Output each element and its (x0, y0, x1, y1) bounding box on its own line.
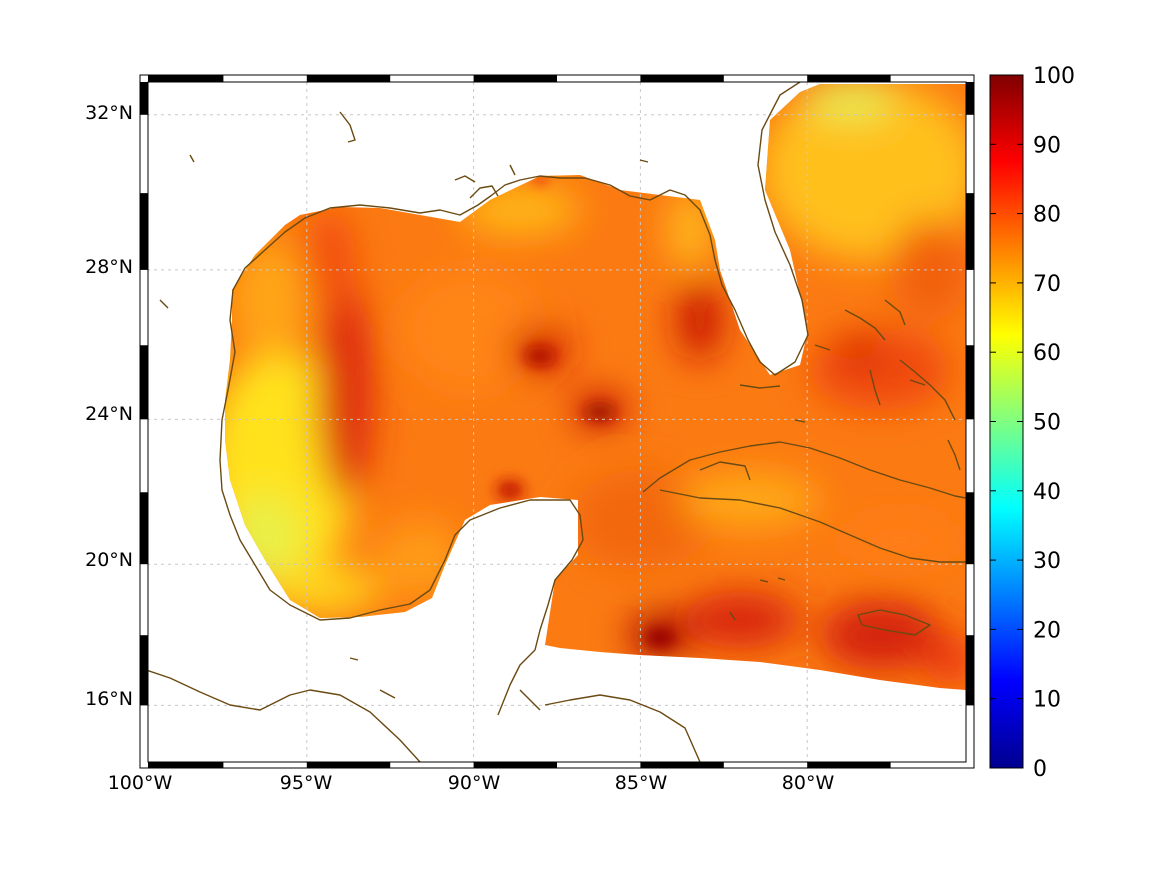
frame-segment (966, 635, 974, 706)
frame-segment (966, 82, 974, 115)
frame-segment (966, 193, 974, 270)
frame-segment (473, 75, 557, 82)
frame-segment (148, 762, 224, 768)
lat-tick-label: 24°N (85, 403, 133, 425)
lat-tick-label: 20°N (85, 549, 133, 571)
lon-tick-label: 95°W (280, 772, 333, 794)
colorbar-label: 20 (1033, 618, 1061, 643)
colorbar-label: 90 (1033, 133, 1061, 158)
colorbar-label: 40 (1033, 480, 1061, 505)
colorbar-label: 30 (1033, 549, 1061, 574)
frame-segment (640, 75, 724, 82)
frame-segment (966, 492, 974, 565)
lat-tick-label: 28°N (85, 256, 133, 278)
lon-tick-label: 85°W (615, 772, 668, 794)
lon-axis-labels: 100°W 95°W 90°W 85°W 80°W (108, 772, 835, 794)
lat-tick-label: 16°N (85, 688, 133, 710)
colorbar-label: 0 (1033, 757, 1047, 782)
frame-segment (306, 762, 391, 768)
frame-segment (140, 82, 148, 115)
colorbar-label: 60 (1033, 341, 1061, 366)
colorbar-label: 80 (1033, 203, 1061, 228)
colorbar-labels: 0 10 20 30 40 50 60 70 80 90 100 (1033, 64, 1075, 782)
frame-segment (473, 762, 557, 768)
frame-segment (807, 75, 891, 82)
colorbar-label: 10 (1033, 688, 1061, 713)
map-grid (148, 82, 966, 762)
lon-tick-label: 100°W (108, 772, 173, 794)
frame-segment (140, 635, 148, 706)
lat-axis-labels: 32°N 28°N 24°N 20°N 16°N (85, 102, 133, 710)
lat-tick-label: 32°N (85, 102, 133, 124)
coastline (148, 82, 966, 762)
colorbar-label: 50 (1033, 411, 1061, 436)
colorbar: 0 10 20 30 40 50 60 70 80 90 100 (989, 64, 1075, 782)
frame-segment (140, 492, 148, 565)
frame-segment (306, 75, 391, 82)
frame-segment (140, 193, 148, 270)
lon-tick-label: 90°W (448, 772, 501, 794)
frame-segment (140, 345, 148, 420)
lon-tick-label: 80°W (782, 772, 835, 794)
frame-segment (640, 762, 724, 768)
frame-segment (966, 345, 974, 420)
colorbar-label: 70 (1033, 272, 1061, 297)
frame-segment (807, 762, 891, 768)
frame-segment (148, 75, 224, 82)
colorbar-label: 100 (1033, 64, 1075, 89)
colorbar-ticks (990, 74, 1023, 769)
map-frame (139, 74, 975, 769)
